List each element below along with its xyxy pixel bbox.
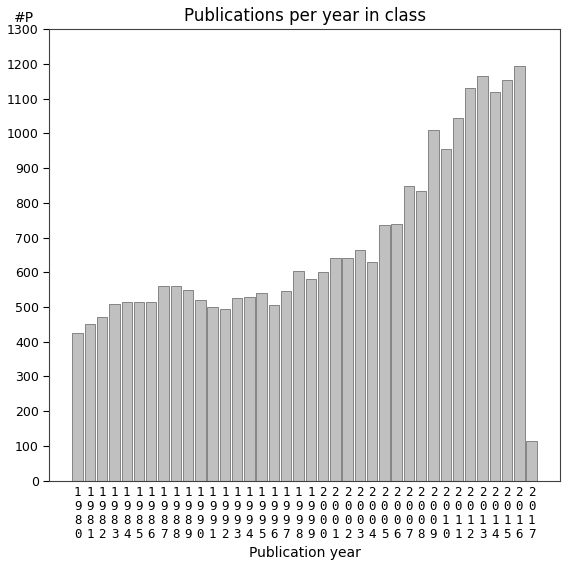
Bar <box>232 298 242 481</box>
Bar <box>195 300 206 481</box>
Bar <box>146 302 156 481</box>
Bar <box>453 118 463 481</box>
Bar <box>526 441 537 481</box>
Bar <box>489 92 500 481</box>
Bar <box>256 293 267 481</box>
Bar <box>134 302 144 481</box>
Bar <box>281 291 291 481</box>
Bar <box>404 185 414 481</box>
Bar <box>208 307 218 481</box>
Bar <box>428 130 439 481</box>
Bar <box>391 224 402 481</box>
Bar <box>121 302 132 481</box>
Bar <box>171 286 181 481</box>
Bar <box>318 272 328 481</box>
Bar <box>269 305 279 481</box>
X-axis label: Publication year: Publication year <box>249 546 361 560</box>
Bar <box>354 249 365 481</box>
Bar <box>502 79 513 481</box>
Bar <box>379 226 390 481</box>
Bar <box>97 318 107 481</box>
Bar <box>416 191 426 481</box>
Bar <box>514 66 524 481</box>
Bar <box>73 333 83 481</box>
Text: #P: #P <box>14 11 33 25</box>
Bar <box>477 76 488 481</box>
Bar <box>441 149 451 481</box>
Bar <box>367 262 378 481</box>
Bar <box>330 259 341 481</box>
Bar <box>109 303 120 481</box>
Bar <box>158 286 169 481</box>
Title: Publications per year in class: Publications per year in class <box>184 7 426 25</box>
Bar <box>465 88 476 481</box>
Bar <box>183 290 193 481</box>
Bar <box>342 259 353 481</box>
Bar <box>84 324 95 481</box>
Bar <box>293 270 304 481</box>
Bar <box>306 280 316 481</box>
Bar <box>244 297 255 481</box>
Bar <box>219 309 230 481</box>
